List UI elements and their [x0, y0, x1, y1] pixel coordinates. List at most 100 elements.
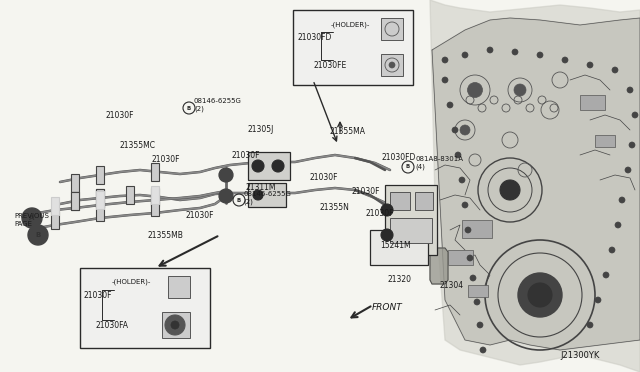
Circle shape: [562, 57, 568, 63]
Circle shape: [587, 322, 593, 328]
Text: 21355MC: 21355MC: [120, 141, 156, 150]
Text: B: B: [35, 232, 40, 238]
Circle shape: [381, 229, 393, 241]
Bar: [448, 250, 473, 265]
Circle shape: [219, 189, 233, 203]
Circle shape: [467, 255, 473, 261]
Circle shape: [619, 197, 625, 203]
Bar: [151, 163, 159, 181]
Text: 21030F: 21030F: [152, 155, 180, 164]
Bar: [71, 192, 79, 210]
Circle shape: [477, 322, 483, 328]
Bar: [80, 268, 210, 348]
Circle shape: [389, 62, 395, 68]
Bar: [162, 312, 190, 338]
Bar: [96, 191, 104, 209]
Bar: [151, 186, 159, 204]
Circle shape: [627, 87, 633, 93]
Text: 21304: 21304: [440, 280, 464, 289]
Circle shape: [537, 52, 543, 58]
Bar: [126, 186, 134, 204]
Text: 08146-6255G
(2): 08146-6255G (2): [243, 191, 291, 205]
Text: 21030FD: 21030FD: [298, 33, 332, 42]
Bar: [151, 198, 159, 216]
Text: 21030F: 21030F: [84, 292, 113, 301]
Text: 21030F: 21030F: [105, 110, 134, 119]
Bar: [293, 10, 413, 85]
Bar: [71, 192, 79, 210]
Circle shape: [452, 127, 458, 133]
Bar: [96, 203, 104, 221]
Bar: [71, 174, 79, 192]
Text: 21320: 21320: [388, 276, 412, 285]
Text: B: B: [187, 106, 191, 110]
Text: A: A: [29, 215, 35, 221]
Bar: [370, 230, 428, 265]
Circle shape: [253, 190, 263, 200]
Circle shape: [171, 321, 179, 329]
Circle shape: [442, 57, 448, 63]
Circle shape: [528, 283, 552, 307]
Text: 21355N: 21355N: [320, 203, 350, 212]
Circle shape: [487, 47, 493, 53]
Text: 081A8-8301A
(4): 081A8-8301A (4): [415, 156, 463, 170]
Bar: [381, 54, 403, 76]
Circle shape: [625, 167, 631, 173]
Bar: [595, 135, 615, 147]
Bar: [151, 188, 159, 206]
Bar: [96, 189, 104, 207]
Polygon shape: [430, 248, 448, 284]
Circle shape: [514, 84, 526, 96]
Bar: [96, 189, 104, 207]
Circle shape: [462, 52, 468, 58]
Text: 21030F: 21030F: [185, 211, 214, 219]
Bar: [580, 95, 605, 110]
Circle shape: [609, 247, 615, 253]
Text: 21355MB: 21355MB: [148, 231, 184, 240]
Circle shape: [470, 275, 476, 281]
Circle shape: [28, 225, 48, 245]
Bar: [381, 18, 403, 40]
Circle shape: [480, 347, 486, 353]
Circle shape: [252, 160, 264, 172]
Text: FRONT: FRONT: [372, 304, 403, 312]
Bar: [390, 218, 432, 243]
Circle shape: [518, 273, 562, 317]
Text: 21030FA: 21030FA: [96, 321, 129, 330]
Bar: [385, 185, 437, 255]
Circle shape: [442, 77, 448, 83]
Bar: [248, 183, 286, 207]
Text: 21030FE: 21030FE: [313, 61, 346, 70]
Bar: [248, 152, 290, 180]
Circle shape: [447, 102, 453, 108]
Circle shape: [219, 168, 233, 182]
Bar: [415, 192, 433, 210]
Text: B: B: [406, 164, 410, 170]
Text: 21305J: 21305J: [248, 125, 275, 135]
Circle shape: [462, 202, 468, 208]
Circle shape: [500, 180, 520, 200]
Bar: [51, 197, 59, 215]
Circle shape: [165, 315, 185, 335]
Circle shape: [587, 62, 593, 68]
Bar: [390, 192, 410, 210]
Bar: [96, 166, 104, 184]
Circle shape: [22, 208, 42, 228]
Circle shape: [632, 112, 638, 118]
Text: 08146-6255G
(2): 08146-6255G (2): [194, 98, 242, 112]
Bar: [462, 220, 492, 238]
Circle shape: [474, 299, 480, 305]
Circle shape: [460, 125, 470, 135]
Circle shape: [615, 222, 621, 228]
Circle shape: [512, 49, 518, 55]
Text: -(HOLDER)-: -(HOLDER)-: [331, 22, 371, 28]
Circle shape: [612, 67, 618, 73]
Circle shape: [467, 83, 483, 97]
Text: 21030F: 21030F: [352, 187, 381, 196]
Polygon shape: [430, 0, 640, 372]
Bar: [168, 276, 190, 298]
Text: J21300YK: J21300YK: [560, 350, 600, 359]
Text: 21030F: 21030F: [232, 151, 260, 160]
Text: 21030FD: 21030FD: [382, 154, 417, 163]
Circle shape: [459, 177, 465, 183]
